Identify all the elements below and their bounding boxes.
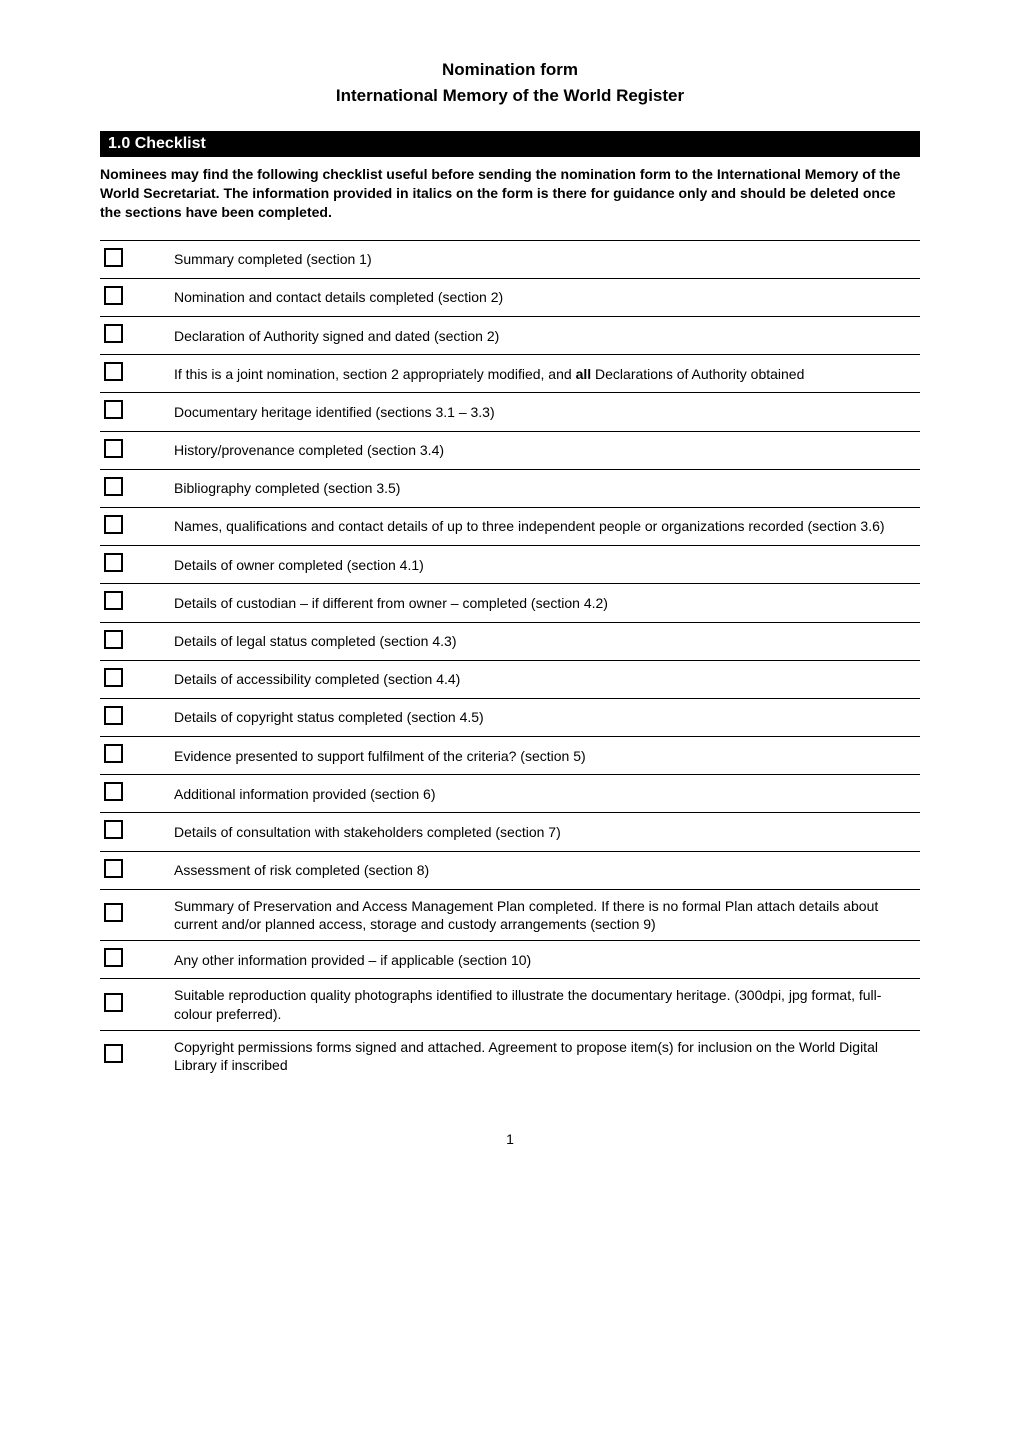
checkbox-cell <box>100 546 170 584</box>
checkbox-cell <box>100 469 170 507</box>
checkbox-cell <box>100 431 170 469</box>
checkbox-cell <box>100 851 170 889</box>
checklist-item-text: If this is a joint nomination, section 2… <box>170 355 920 393</box>
title-line-1: Nomination form <box>100 60 920 80</box>
checkbox[interactable] <box>104 477 123 496</box>
checkbox[interactable] <box>104 993 123 1012</box>
checkbox[interactable] <box>104 286 123 305</box>
title-line-2: International Memory of the World Regist… <box>100 86 920 106</box>
checkbox-cell <box>100 660 170 698</box>
checklist-row: If this is a joint nomination, section 2… <box>100 355 920 393</box>
checklist-row: Details of custodian – if different from… <box>100 584 920 622</box>
checkbox[interactable] <box>104 324 123 343</box>
checklist-item-text: Nomination and contact details completed… <box>170 278 920 316</box>
section-header: 1.0 Checklist <box>100 131 920 157</box>
checklist-row: Any other information provided – if appl… <box>100 941 920 979</box>
checklist-row: History/provenance completed (section 3.… <box>100 431 920 469</box>
title-block: Nomination form International Memory of … <box>100 60 920 106</box>
checklist-row: Bibliography completed (section 3.5) <box>100 469 920 507</box>
checkbox-cell <box>100 278 170 316</box>
checkbox-cell <box>100 1030 170 1081</box>
checkbox[interactable] <box>104 630 123 649</box>
checklist-row: Summary of Preservation and Access Manag… <box>100 889 920 940</box>
checkbox[interactable] <box>104 400 123 419</box>
checkbox-cell <box>100 355 170 393</box>
checklist-item-text: History/provenance completed (section 3.… <box>170 431 920 469</box>
checklist-item-text: Details of copyright status completed (s… <box>170 698 920 736</box>
checklist-item-text: Summary completed (section 1) <box>170 240 920 278</box>
checklist-row: Details of accessibility completed (sect… <box>100 660 920 698</box>
checklist-row: Details of consultation with stakeholder… <box>100 813 920 851</box>
checkbox-cell <box>100 584 170 622</box>
checklist-row: Additional information provided (section… <box>100 775 920 813</box>
checklist-item-text: Any other information provided – if appl… <box>170 941 920 979</box>
checkbox-cell <box>100 979 170 1030</box>
intro-text: Nominees may find the following checklis… <box>100 165 920 222</box>
checkbox[interactable] <box>104 859 123 878</box>
checklist-item-text: Names, qualifications and contact detail… <box>170 507 920 545</box>
checklist-item-text: Documentary heritage identified (section… <box>170 393 920 431</box>
checkbox[interactable] <box>104 903 123 922</box>
checkbox-cell <box>100 698 170 736</box>
checklist-table: Summary completed (section 1)Nomination … <box>100 240 920 1082</box>
checklist-item-text: Details of accessibility completed (sect… <box>170 660 920 698</box>
checkbox-cell <box>100 813 170 851</box>
checkbox-cell <box>100 393 170 431</box>
checklist-item-text: Details of custodian – if different from… <box>170 584 920 622</box>
checkbox[interactable] <box>104 248 123 267</box>
checkbox[interactable] <box>104 706 123 725</box>
checkbox[interactable] <box>104 553 123 572</box>
checkbox[interactable] <box>104 782 123 801</box>
checkbox[interactable] <box>104 515 123 534</box>
checklist-row: Suitable reproduction quality photograph… <box>100 979 920 1030</box>
checklist-text-post: Declarations of Authority obtained <box>591 366 804 382</box>
checklist-item-text: Copyright permissions forms signed and a… <box>170 1030 920 1081</box>
checklist-item-text: Details of owner completed (section 4.1) <box>170 546 920 584</box>
checkbox-cell <box>100 941 170 979</box>
checklist-row: Assessment of risk completed (section 8) <box>100 851 920 889</box>
checkbox[interactable] <box>104 744 123 763</box>
checkbox-cell <box>100 317 170 355</box>
checklist-row: Details of owner completed (section 4.1) <box>100 546 920 584</box>
checklist-item-text: Assessment of risk completed (section 8) <box>170 851 920 889</box>
checkbox[interactable] <box>104 591 123 610</box>
checkbox-cell <box>100 622 170 660</box>
checklist-item-text: Additional information provided (section… <box>170 775 920 813</box>
checkbox[interactable] <box>104 948 123 967</box>
checklist-row: Evidence presented to support fulfilment… <box>100 737 920 775</box>
checkbox-cell <box>100 737 170 775</box>
checkbox[interactable] <box>104 1044 123 1063</box>
checklist-item-text: Bibliography completed (section 3.5) <box>170 469 920 507</box>
checklist-text-pre: If this is a joint nomination, section 2… <box>174 366 576 382</box>
checkbox-cell <box>100 507 170 545</box>
checklist-row: Declaration of Authority signed and date… <box>100 317 920 355</box>
checklist-item-text: Details of consultation with stakeholder… <box>170 813 920 851</box>
checklist-row: Copyright permissions forms signed and a… <box>100 1030 920 1081</box>
page-number: 1 <box>100 1131 920 1147</box>
checkbox[interactable] <box>104 439 123 458</box>
checklist-row: Summary completed (section 1) <box>100 240 920 278</box>
checkbox-cell <box>100 889 170 940</box>
checkbox[interactable] <box>104 820 123 839</box>
checklist-item-text: Declaration of Authority signed and date… <box>170 317 920 355</box>
checklist-item-text: Suitable reproduction quality photograph… <box>170 979 920 1030</box>
checklist-row: Details of legal status completed (secti… <box>100 622 920 660</box>
checklist-row: Nomination and contact details completed… <box>100 278 920 316</box>
checkbox[interactable] <box>104 362 123 381</box>
checklist-text-bold: all <box>576 366 592 382</box>
checkbox-cell <box>100 240 170 278</box>
checklist-row: Details of copyright status completed (s… <box>100 698 920 736</box>
checklist-item-text: Summary of Preservation and Access Manag… <box>170 889 920 940</box>
checklist-row: Documentary heritage identified (section… <box>100 393 920 431</box>
checklist-row: Names, qualifications and contact detail… <box>100 507 920 545</box>
checklist-item-text: Details of legal status completed (secti… <box>170 622 920 660</box>
checklist-item-text: Evidence presented to support fulfilment… <box>170 737 920 775</box>
checkbox[interactable] <box>104 668 123 687</box>
checkbox-cell <box>100 775 170 813</box>
